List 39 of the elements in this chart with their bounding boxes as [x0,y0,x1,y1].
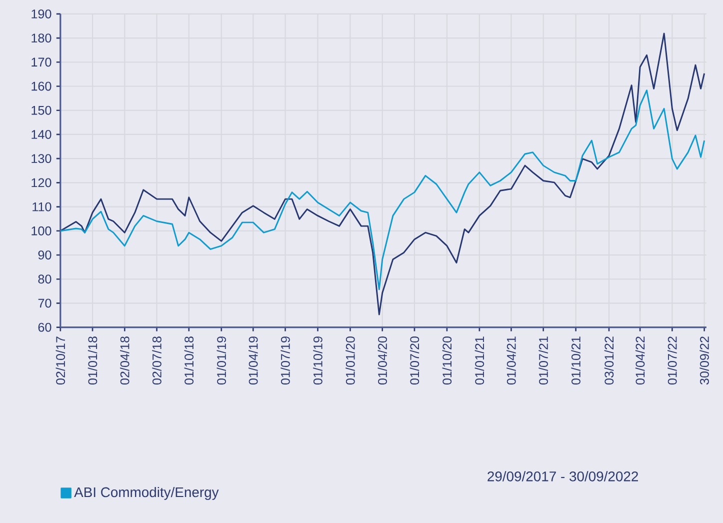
y-tick-label: 190 [32,9,52,18]
y-tick-label: 160 [32,82,52,91]
y-tick-label: 70 [38,298,52,308]
x-tick-label: 02/07/18 [152,336,162,384]
x-tick-label: 01/04/21 [506,336,516,384]
x-tick-label: 01/01/20 [346,336,355,384]
y-tick-label: 120 [32,178,52,187]
x-tick-label: 01/04/20 [378,336,387,384]
y-tick-label: 110 [32,202,52,212]
line-series [60,89,706,290]
y-tick-label: 60 [38,322,52,332]
y-tick-label: 90 [38,250,52,260]
x-tick-label: 01/01/18 [88,336,98,384]
y-tick-label: 80 [38,274,52,284]
x-tick-label: 01/10/21 [571,336,580,384]
x-tick-label: 02/10/17 [56,336,66,384]
x-tick-label: 01/04/19 [248,336,258,384]
y-tick-label: 140 [32,130,52,139]
x-tick-label: 02/04/18 [120,336,130,384]
x-tick-label: 01/10/19 [313,336,322,384]
x-tick-label: 01/07/20 [410,336,420,384]
x-tick-label: 01/01/21 [474,336,484,384]
x-tick-label: 01/07/19 [280,336,290,384]
x-tick-label: 01/04/22 [635,336,645,384]
y-tick-label: 180 [32,33,52,42]
x-tick-label: 01/01/19 [216,336,226,384]
x-tick-label: 01/07/21 [538,336,548,384]
y-tick-label: 100 [32,226,52,236]
y-tick-label: 130 [32,154,52,163]
x-tick-label: 30/09/22 [700,336,709,384]
x-tick-label: 01/10/20 [442,336,452,384]
x-tick-label: 01/07/22 [668,336,677,384]
y-tick-label: 170 [32,58,52,66]
x-tick-label: 01/10/18 [184,336,194,384]
line-series [60,32,706,316]
text: 29/09/2017 - 30/09/2022 [488,470,638,482]
x-tick-label: 03/01/22 [604,336,614,384]
legend-label: ABI Commodity/Energy [74,486,219,500]
y-tick-label: 150 [32,106,52,115]
